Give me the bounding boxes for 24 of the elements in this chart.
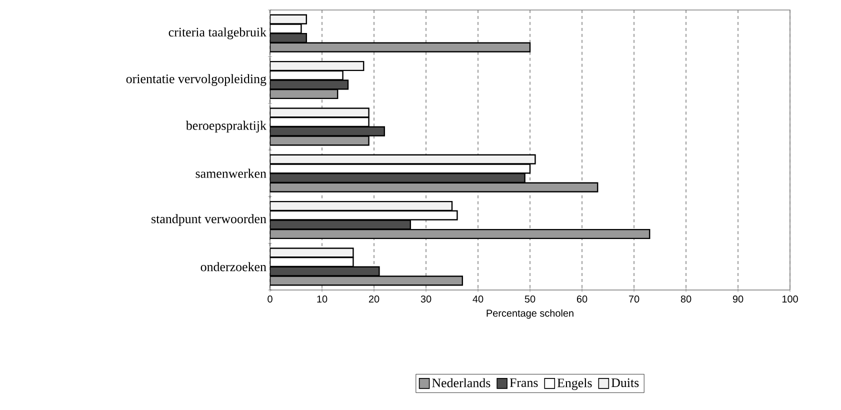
x-tick-label: 60 xyxy=(576,296,588,303)
y-tick-label: criteria taalgebruik xyxy=(168,27,267,40)
legend-label: Frans xyxy=(510,378,538,388)
x-tick-label: 30 xyxy=(420,296,432,303)
x-tick-label: 100 xyxy=(782,296,798,303)
y-tick-label: standpunt verwoorden xyxy=(152,214,266,226)
x-tick-label: 40 xyxy=(472,296,484,303)
bar xyxy=(270,172,526,184)
x-tick-label: 10 xyxy=(317,296,328,303)
x-tick-label: 90 xyxy=(732,296,744,303)
x-tick-label: 80 xyxy=(680,296,692,303)
x-tick-label: 50 xyxy=(524,296,536,303)
legend-label: Duits xyxy=(611,378,639,388)
x-tick-label: 70 xyxy=(628,296,640,303)
y-tick-label: onderzoeken xyxy=(200,262,266,272)
legend-label: Nederlands xyxy=(432,378,490,388)
x-axis-title: Percentage scholen xyxy=(486,309,574,319)
bar xyxy=(270,228,650,240)
legend-label: Engels xyxy=(557,378,592,390)
y-tick-label: samenwerken xyxy=(196,168,266,178)
y-tick-label: beroepspraktijk xyxy=(186,120,267,133)
y-tick-label: orientatie vervolgopleiding xyxy=(126,74,266,86)
x-tick-label: 20 xyxy=(368,296,380,303)
x-tick-label: 0 xyxy=(268,296,272,303)
